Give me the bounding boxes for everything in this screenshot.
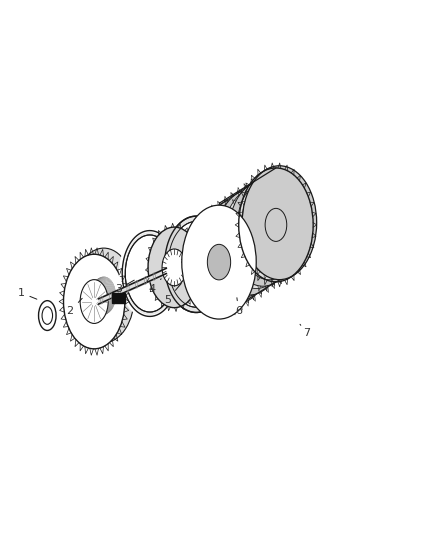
Ellipse shape	[210, 196, 276, 297]
Ellipse shape	[215, 190, 284, 295]
Ellipse shape	[165, 216, 228, 312]
Ellipse shape	[240, 213, 273, 263]
Ellipse shape	[168, 221, 224, 307]
Ellipse shape	[197, 205, 263, 306]
Ellipse shape	[246, 208, 279, 259]
Text: 3: 3	[115, 280, 134, 294]
Ellipse shape	[207, 235, 240, 285]
Ellipse shape	[64, 254, 125, 349]
Text: 4: 4	[149, 279, 161, 294]
Ellipse shape	[253, 204, 286, 255]
Ellipse shape	[189, 207, 258, 312]
Ellipse shape	[42, 307, 53, 324]
Ellipse shape	[80, 280, 108, 324]
Ellipse shape	[242, 172, 310, 278]
Ellipse shape	[259, 199, 293, 251]
Ellipse shape	[229, 181, 297, 286]
Bar	[112, 293, 125, 303]
Ellipse shape	[148, 227, 201, 308]
Ellipse shape	[220, 226, 253, 277]
Ellipse shape	[182, 205, 256, 319]
Ellipse shape	[39, 301, 56, 330]
Ellipse shape	[213, 230, 247, 281]
Ellipse shape	[207, 244, 231, 280]
Ellipse shape	[122, 231, 177, 317]
Ellipse shape	[73, 248, 134, 343]
Ellipse shape	[125, 235, 174, 312]
Ellipse shape	[237, 179, 302, 280]
Ellipse shape	[162, 249, 187, 286]
Ellipse shape	[226, 221, 260, 272]
Ellipse shape	[202, 199, 271, 304]
Text: 1: 1	[18, 288, 37, 299]
Ellipse shape	[233, 217, 266, 268]
Text: 7: 7	[300, 324, 310, 338]
Text: 2: 2	[67, 298, 82, 316]
Text: 5: 5	[164, 284, 181, 305]
Ellipse shape	[223, 188, 289, 288]
Ellipse shape	[242, 166, 317, 280]
Text: 6: 6	[235, 298, 242, 316]
